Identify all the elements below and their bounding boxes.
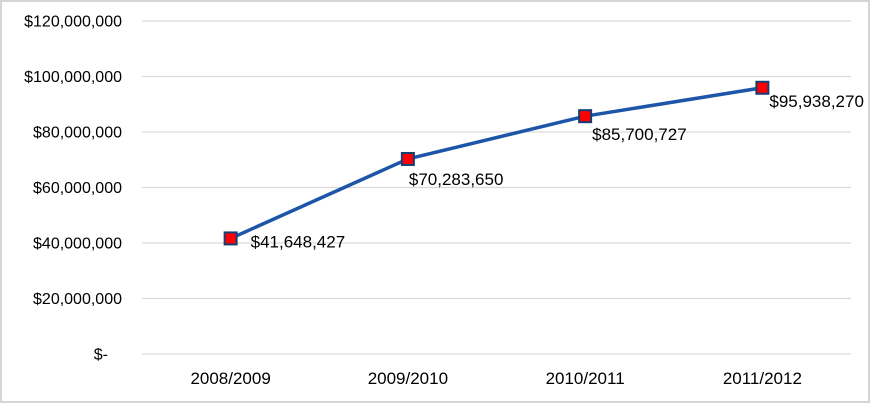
x-axis-tick-label: 2008/2009 <box>190 369 270 388</box>
y-axis-tick-label: $60,000,000 <box>33 180 122 197</box>
data-point-marker <box>400 151 415 166</box>
data-point-label: $70,283,650 <box>409 170 504 189</box>
y-axis-tick-label: $100,000,000 <box>24 69 122 86</box>
x-axis-tick-label: 2011/2012 <box>723 369 802 388</box>
y-axis-tick-label: $80,000,000 <box>33 125 122 142</box>
data-point-label: $85,700,727 <box>592 125 687 144</box>
data-point-label: $95,938,270 <box>769 92 864 111</box>
data-point-marker <box>755 80 770 95</box>
series-line <box>228 86 765 241</box>
x-axis-tick-label: 2009/2010 <box>368 369 448 388</box>
y-axis-tick-label: $40,000,000 <box>33 236 122 253</box>
data-point-marker <box>223 231 238 246</box>
y-axis-tick-label: $120,000,000 <box>24 14 122 31</box>
y-axis-tick-label: $20,000,000 <box>33 291 122 308</box>
data-point-label: $41,648,427 <box>251 232 346 251</box>
x-axis-tick-label: 2010/2011 <box>546 369 625 388</box>
data-point-marker <box>578 109 593 124</box>
y-axis-tick-label: $- <box>94 347 108 364</box>
